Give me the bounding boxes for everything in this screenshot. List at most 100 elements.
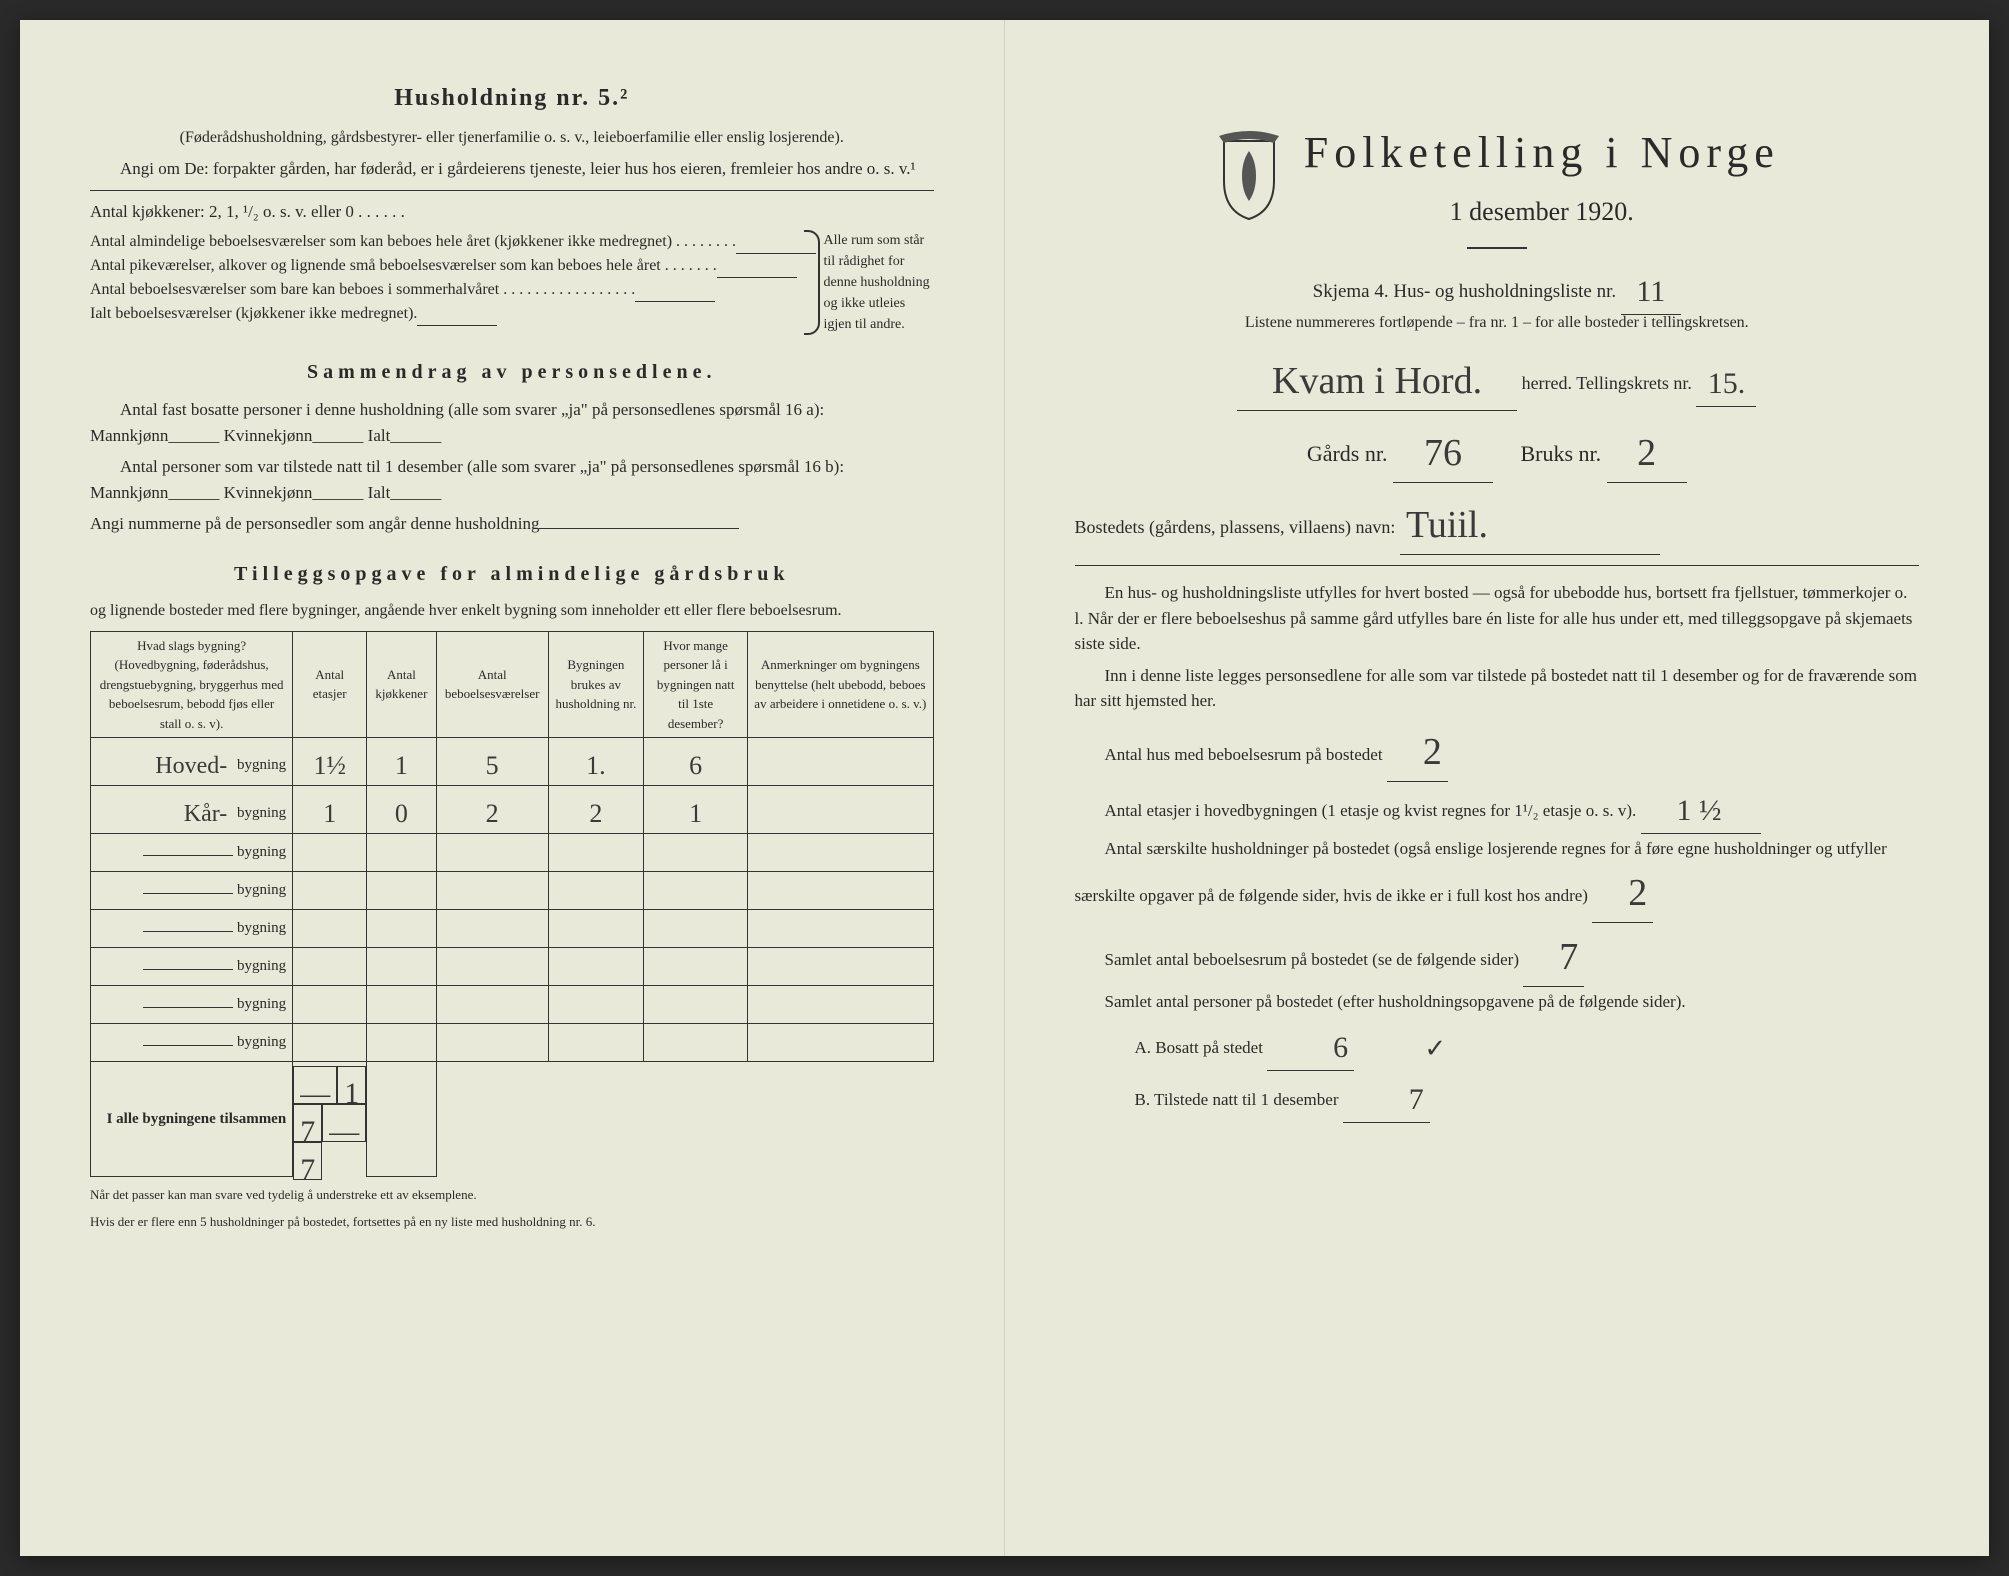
- samlet-pers-line: Samlet antal personer på bostedet (efter…: [1075, 989, 1920, 1015]
- table-cell: [748, 786, 933, 834]
- right-page: Folketelling i Norge 1 desember 1920. Sk…: [1005, 20, 1990, 1556]
- table-row: bygning: [91, 948, 934, 986]
- antal-hus-value: 2: [1387, 724, 1448, 782]
- bosatt-a-label: A. Bosatt på stedet: [1135, 1038, 1263, 1057]
- hushold-line: Antal særskilte husholdninger på bostede…: [1075, 836, 1920, 920]
- table-cell: [644, 910, 748, 948]
- row-label: Hoved- bygning: [91, 738, 293, 786]
- gard-label: Gårds nr.: [1307, 441, 1388, 466]
- table-cell: [548, 1024, 643, 1062]
- tfoot-1: 1: [337, 1066, 366, 1104]
- table-cell: [548, 910, 643, 948]
- para1: En hus- og husholdningsliste utfylles fo…: [1075, 580, 1920, 657]
- table-cell: [293, 948, 367, 986]
- table-cell: 0: [367, 786, 436, 834]
- brace-row-3: Ialt beboelsesværelser (kjøkkener ikke m…: [90, 302, 417, 326]
- para2: Inn i denne liste legges personsedlene f…: [1075, 663, 1920, 714]
- table-cell: 2: [436, 786, 548, 834]
- sammendrag-p3-text: Angi nummerne på de personsedler som ang…: [90, 514, 539, 533]
- herred-line: Kvam i Hord. herred. Tellingskrets nr. 1…: [1075, 349, 1920, 407]
- table-cell: [436, 986, 548, 1024]
- table-row: bygning: [91, 872, 934, 910]
- table-cell: 1: [367, 738, 436, 786]
- left-page: Husholdning nr. 5.² (Føderådshusholdning…: [20, 20, 1005, 1556]
- herred-value: Kvam i Hord.: [1237, 353, 1517, 411]
- table-cell: 1½: [293, 738, 367, 786]
- row-label: bygning: [91, 910, 293, 948]
- table-cell: [748, 948, 933, 986]
- brace-row-2: Antal beboelsesværelser som bare kan beb…: [90, 278, 635, 302]
- listene-text: Listene nummereres fortløpende – fra nr.…: [1075, 311, 1920, 335]
- brace-section: Antal almindelige beboelsesværelser som …: [90, 230, 934, 335]
- sammendrag-p1: Antal fast bosatte personer i denne hush…: [90, 397, 934, 448]
- table-cell: 6: [644, 738, 748, 786]
- table-cell: [748, 1024, 933, 1062]
- th-1: Antal etasjer: [293, 631, 367, 738]
- table-cell: [748, 910, 933, 948]
- table-cell: [548, 986, 643, 1024]
- table-row: Kår- bygning10221: [91, 786, 934, 834]
- table-cell: [644, 948, 748, 986]
- bygning-table: Hvad slags bygning? (Hovedbygning, føder…: [90, 631, 934, 1177]
- table-cell: [436, 910, 548, 948]
- etasjer-label: Antal etasjer i hovedbygningen (1 etasje…: [1105, 801, 1637, 820]
- coat-of-arms-icon: [1214, 131, 1284, 221]
- footnote-1: Når det passer kan man svare ved tydelig…: [90, 1185, 934, 1205]
- bruks-value: 2: [1607, 425, 1687, 483]
- left-heading: Husholdning nr. 5.²: [90, 80, 934, 116]
- row-label: bygning: [91, 872, 293, 910]
- table-cell: [748, 872, 933, 910]
- hushold-label: Antal særskilte husholdninger på bostede…: [1075, 839, 1887, 906]
- table-row: bygning: [91, 1024, 934, 1062]
- bosted-line: Bostedets (gårdens, plassens, villaens) …: [1075, 493, 1920, 551]
- th-6: Anmerkninger om bygningens benyttelse (h…: [748, 631, 933, 738]
- gard-line: Gårds nr. 76 Bruks nr. 2: [1075, 421, 1920, 479]
- tfoot-5: [367, 1062, 436, 1177]
- samlet-rum-label: Samlet antal beboelsesrum på bostedet (s…: [1105, 950, 1519, 969]
- table-row: bygning: [91, 834, 934, 872]
- table-cell: [293, 834, 367, 872]
- bosted-label: Bostedets (gårdens, plassens, villaens) …: [1075, 517, 1396, 537]
- etasjer-line: Antal etasjer i hovedbygningen (1 etasje…: [1075, 784, 1920, 830]
- bosatt-a-value: 6: [1267, 1025, 1354, 1071]
- table-cell: [436, 872, 548, 910]
- herred-label: herred. Tellingskrets nr.: [1522, 373, 1692, 393]
- tfoot-0: —: [293, 1066, 337, 1104]
- sammendrag-p2: Antal personer som var tilstede natt til…: [90, 454, 934, 505]
- table-row: bygning: [91, 986, 934, 1024]
- table-cell: 1: [644, 786, 748, 834]
- footnote-2: Hvis der er flere enn 5 husholdninger på…: [90, 1212, 934, 1232]
- table-cell: 1.: [548, 738, 643, 786]
- antal-hus-line: Antal hus med beboelsesrum på bostedet 2: [1075, 720, 1920, 778]
- th-3: Antal beboelsesværelser: [436, 631, 548, 738]
- table-cell: [367, 910, 436, 948]
- brace-right-text: Alle rum som står til rådighet for denne…: [804, 230, 934, 335]
- row-label: Kår- bygning: [91, 786, 293, 834]
- table-cell: [436, 948, 548, 986]
- bruks-label: Bruks nr.: [1520, 441, 1601, 466]
- bosatt-b-line: B. Tilstede natt til 1 desember 7: [1075, 1073, 1920, 1119]
- main-subtitle: 1 desember 1920.: [1304, 192, 1780, 231]
- samlet-rum-value: 7: [1523, 929, 1584, 987]
- bosatt-a-line: A. Bosatt på stedet 6 ✓: [1075, 1021, 1920, 1067]
- table-cell: [748, 738, 933, 786]
- left-sub2: Angi om De: forpakter gården, har føderå…: [90, 156, 934, 182]
- table-cell: [293, 910, 367, 948]
- table-cell: [644, 834, 748, 872]
- table-row: bygning: [91, 910, 934, 948]
- table-cell: [748, 834, 933, 872]
- row-label: bygning: [91, 834, 293, 872]
- samlet-rum-line: Samlet antal beboelsesrum på bostedet (s…: [1075, 925, 1920, 983]
- antal-hus-label: Antal hus med beboelsesrum på bostedet: [1105, 745, 1383, 764]
- table-cell: [293, 986, 367, 1024]
- tillegg-sub: og lignende bosteder med flere bygninger…: [90, 599, 934, 623]
- table-cell: [293, 1024, 367, 1062]
- row-label: bygning: [91, 948, 293, 986]
- bosatt-b-label: B. Tilstede natt til 1 desember: [1135, 1090, 1339, 1109]
- tfoot-4: 7: [293, 1142, 322, 1180]
- divider-icon: [1467, 247, 1527, 249]
- skjema-line: Skjema 4. Hus- og husholdningsliste nr. …: [1075, 265, 1920, 311]
- table-cell: [293, 872, 367, 910]
- row-label: bygning: [91, 1024, 293, 1062]
- brace-row-1: Antal pikeværelser, alkover og lignende …: [90, 254, 717, 278]
